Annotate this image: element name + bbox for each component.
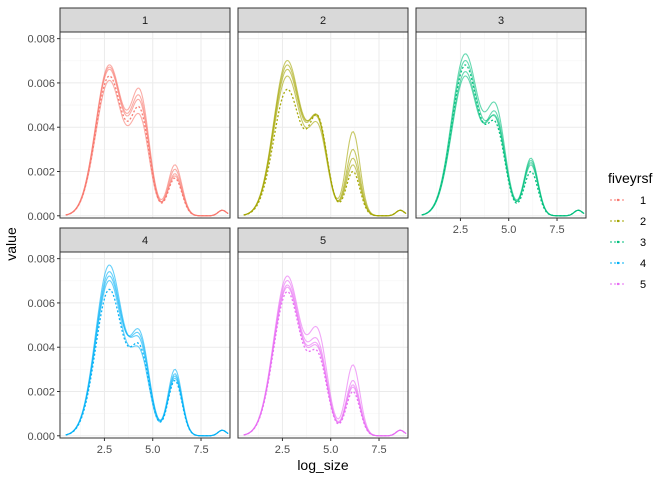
facet-panel-2: 2: [237, 7, 409, 219]
facet-panel-3: 3 2.5 5.0 7.5: [415, 7, 587, 236]
x-axis-title: log_size: [297, 457, 349, 473]
x-tick-label: 7.5: [193, 444, 208, 456]
y-tick-label: 0.006: [27, 298, 55, 310]
facet-strip: [237, 7, 409, 33]
facet-panel-5: 5 2.5 5.0 7.5: [237, 227, 409, 456]
y-tick-label: 0.008: [27, 34, 55, 46]
legend-label-2: 2: [640, 216, 646, 228]
x-tick-label: 5.0: [145, 444, 160, 456]
y-tick-label: 0.004: [27, 342, 55, 354]
y-tick-label: 0.008: [27, 254, 55, 266]
series-5-curve-5: [243, 286, 407, 437]
x-tick-label: 2.5: [275, 444, 290, 456]
facet-strip-label: 5: [320, 235, 326, 247]
y-tick-label: 0.006: [27, 78, 55, 90]
x-tick-label: 5.0: [323, 444, 338, 456]
facet-strip: [59, 7, 231, 33]
series-1-curve-3: [65, 75, 229, 217]
legend-label-1: 1: [640, 195, 646, 207]
panel-border: [59, 251, 231, 439]
facet-strip-label: 3: [498, 15, 504, 27]
facet-strip-label: 4: [142, 235, 148, 247]
y-tick-label: 0.004: [27, 122, 55, 134]
y-tick-label: 0.000: [27, 211, 55, 223]
panel-border: [237, 31, 409, 219]
legend-label-5: 5: [640, 279, 646, 291]
series-4-curve-5: [65, 271, 229, 437]
series-4-curve-3: [65, 288, 229, 437]
y-tick-label: 0.000: [27, 431, 55, 443]
panel-background: [238, 32, 408, 218]
x-tick-label: 7.5: [371, 444, 386, 456]
legend-key-point: [616, 261, 620, 265]
facet-strip-label: 1: [142, 15, 148, 27]
facet-strip: [237, 227, 409, 253]
x-tick-label: 2.5: [97, 444, 112, 456]
panel-border: [415, 31, 587, 219]
series-2-curve-5: [243, 64, 407, 217]
legend-label-3: 3: [640, 237, 646, 249]
series-1-curve-5: [65, 66, 229, 217]
facet-panel-1: 1 0.000 0.002 0.004 0.006 0.008: [27, 7, 231, 223]
panel-background: [60, 252, 230, 438]
legend-title: fiveyrsf: [608, 170, 652, 186]
panel-border: [237, 251, 409, 439]
x-tick-label: 2.5: [453, 224, 468, 236]
legend-key-point: [616, 198, 620, 202]
series-3-curve-5: [421, 59, 585, 217]
legend-key-point: [616, 219, 620, 223]
facet-strip: [59, 227, 231, 253]
panel-border: [59, 31, 231, 219]
legend-key-point: [616, 240, 620, 244]
y-tick-label: 0.002: [27, 167, 55, 179]
legend-label-4: 4: [640, 258, 646, 270]
x-tick-label: 7.5: [549, 224, 564, 236]
legend-key-point: [616, 282, 620, 286]
x-tick-label: 5.0: [501, 224, 516, 236]
y-axis-title: value: [3, 227, 19, 261]
facet-strip-label: 2: [320, 15, 326, 27]
facet-panel-4: 4 0.000 0.002 0.004 0.006 0.008 2.5 5.0 7.5: [27, 227, 231, 456]
legend: fiveyrsf 1 2 3 4 5: [608, 170, 652, 291]
panel-background: [60, 32, 230, 218]
y-tick-label: 0.002: [27, 387, 55, 399]
